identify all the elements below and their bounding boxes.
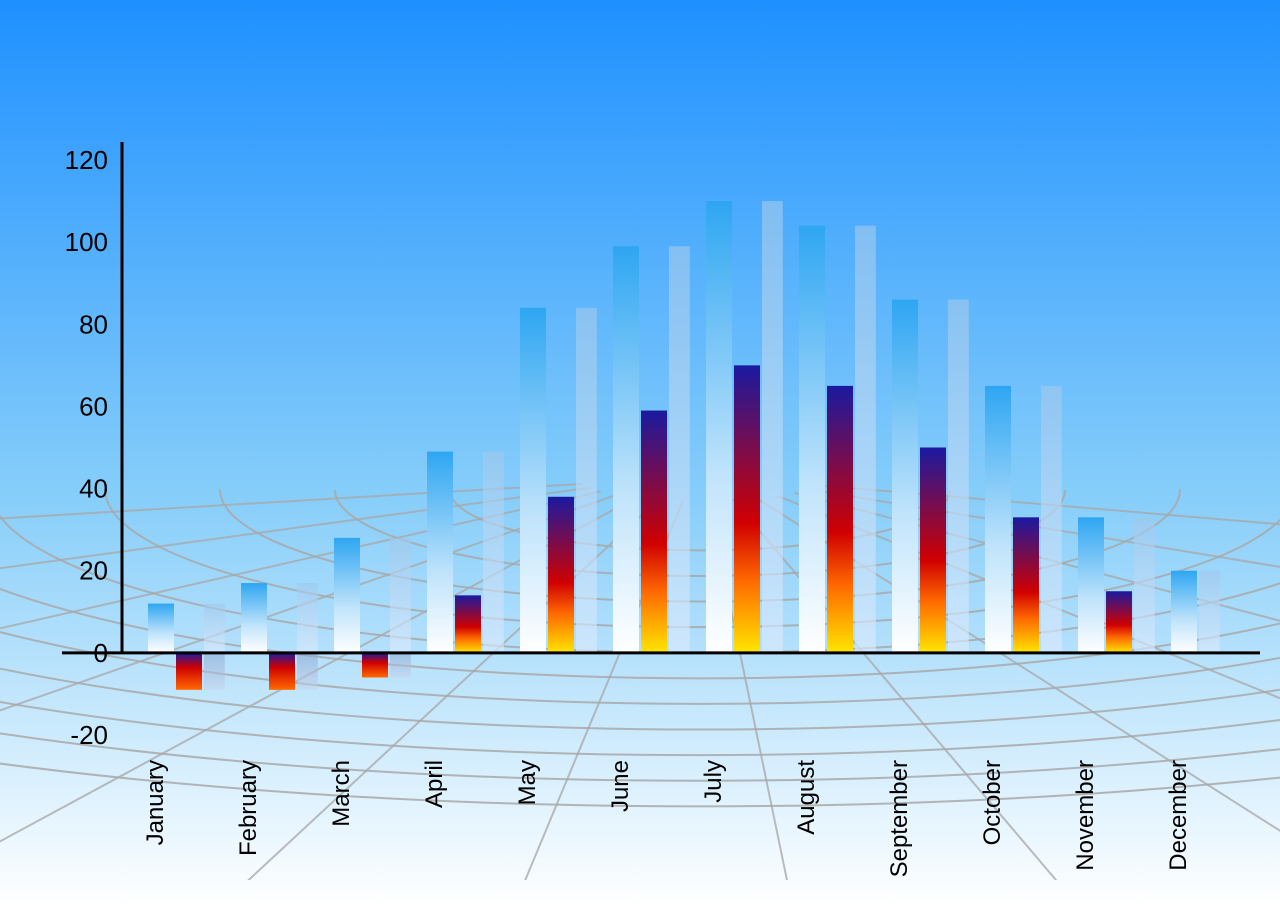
bar-group-shadow: [855, 226, 876, 653]
bar-primary: [241, 583, 267, 653]
bar-group-shadow: [483, 452, 504, 653]
bar-group-shadow: [948, 300, 969, 653]
month-label: September: [886, 760, 913, 877]
bar-secondary: [455, 595, 481, 653]
month-label: January: [142, 760, 169, 845]
bar-primary: [427, 452, 453, 653]
bar-secondary-shadow: [297, 653, 318, 690]
bar-group-shadow: [390, 538, 411, 653]
y-tick-label: 0: [94, 638, 108, 668]
month-label: December: [1165, 760, 1192, 871]
month-label: March: [328, 760, 355, 827]
bar-secondary: [362, 653, 388, 678]
bar-primary: [985, 386, 1011, 653]
y-tick-label: 20: [79, 556, 108, 586]
y-tick-label: 80: [79, 309, 108, 339]
bar-secondary: [176, 653, 202, 690]
month-label: November: [1072, 760, 1099, 871]
bar-primary: [613, 246, 639, 653]
bar-group-shadow: [1134, 517, 1155, 653]
month-label: October: [979, 760, 1006, 845]
bar-secondary: [1106, 591, 1132, 653]
y-tick-label: 100: [65, 227, 108, 257]
bar-secondary-shadow: [204, 653, 225, 690]
bar-group-shadow: [1041, 386, 1062, 653]
y-tick-label: 40: [79, 474, 108, 504]
bar-chart: -20 0 20 40 60 80 100 120 January February March A…: [0, 0, 1280, 905]
month-label: April: [421, 760, 448, 808]
bar-primary: [706, 201, 732, 653]
bar-primary: [892, 300, 918, 653]
bar-secondary: [734, 365, 760, 653]
month-label: May: [514, 760, 541, 805]
bar-primary: [799, 226, 825, 653]
month-label: June: [607, 760, 634, 812]
bar-group-shadow: [576, 308, 597, 653]
bar-primary: [334, 538, 360, 653]
chart-container: -20 0 20 40 60 80 100 120 January February March A…: [0, 0, 1280, 905]
bar-group-shadow: [762, 201, 783, 653]
month-label: August: [793, 760, 820, 835]
bar-primary: [148, 604, 174, 653]
bar-group-shadow: [1199, 571, 1220, 653]
bar-secondary: [548, 497, 574, 653]
bar-secondary: [827, 386, 853, 653]
bar-group-shadow: [297, 583, 318, 653]
bar-secondary: [641, 411, 667, 653]
y-tick-label: 120: [65, 145, 108, 175]
month-label: July: [700, 760, 727, 803]
bar-secondary-shadow: [390, 653, 411, 678]
y-tick-label: 60: [79, 391, 108, 421]
bar-primary: [520, 308, 546, 653]
bar-primary: [1078, 517, 1104, 653]
bar-primary: [1171, 571, 1197, 653]
bar-secondary: [269, 653, 295, 690]
bar-group-shadow: [204, 604, 225, 653]
month-label: February: [235, 760, 262, 856]
y-tick-label: -20: [70, 720, 108, 750]
bar-secondary: [1013, 517, 1039, 653]
bar-group-shadow: [669, 246, 690, 653]
bar-secondary: [920, 448, 946, 653]
